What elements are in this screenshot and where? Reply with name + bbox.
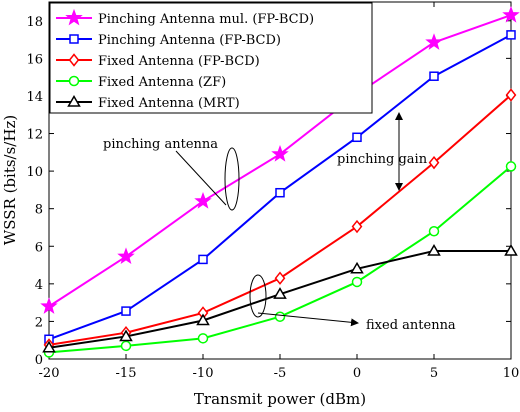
legend: Pinching Antenna mul. (FP-BCD) Pinching A… bbox=[49, 2, 373, 114]
legend-marker bbox=[67, 95, 81, 107]
x-tick-label: -10 bbox=[193, 366, 214, 381]
fixed-antenna-ellipse bbox=[249, 274, 267, 318]
y-tick-label: 10 bbox=[26, 165, 43, 180]
legend-marker bbox=[68, 75, 80, 87]
data-point bbox=[198, 254, 208, 265]
data-point bbox=[273, 287, 287, 299]
data-point bbox=[505, 88, 517, 102]
legend-marker bbox=[69, 34, 79, 44]
pinching-antenna-arrow bbox=[175, 150, 227, 206]
y-tick-label: 0 bbox=[35, 353, 43, 368]
y-tick-label: 2 bbox=[35, 315, 43, 330]
data-point bbox=[504, 243, 518, 256]
data-point bbox=[40, 297, 58, 314]
data-point bbox=[351, 219, 363, 234]
series-3 bbox=[43, 161, 517, 358]
legend-box bbox=[49, 2, 373, 114]
y-tick-label: 16 bbox=[26, 52, 43, 67]
x-tick-label: 0 bbox=[353, 366, 361, 381]
legend-entry: Fixed Antenna (FP-BCD) bbox=[56, 53, 260, 69]
y-tick-label: 6 bbox=[35, 240, 43, 255]
data-point bbox=[428, 155, 440, 170]
legend-entry: Pinching Antenna mul. (FP-BCD) bbox=[56, 8, 314, 27]
data-point bbox=[351, 276, 363, 288]
data-point bbox=[429, 71, 439, 81]
fixed-antenna-arrow bbox=[257, 312, 359, 327]
legend-entry: Pinching Antenna (FP-BCD) bbox=[56, 33, 281, 48]
data-point bbox=[117, 247, 135, 265]
x-axis-title: Transmit power (dBm) bbox=[194, 390, 366, 408]
data-point bbox=[427, 243, 441, 256]
data-point bbox=[121, 306, 131, 316]
legend-entry: Fixed Antenna (ZF) bbox=[56, 75, 226, 90]
legend-marker bbox=[65, 8, 83, 26]
data-point bbox=[271, 145, 289, 162]
axis-ticks: -20 -15 -10 -5 0 5 10 0 2 4 6 8 10 12 14 16 18 bbox=[26, 2, 519, 381]
y-tick-label: 14 bbox=[26, 90, 43, 105]
data-point bbox=[119, 329, 133, 342]
annotations: pinching antenna pinching gain fixed ant… bbox=[103, 112, 456, 333]
data-point bbox=[428, 225, 440, 237]
x-tick-label: -5 bbox=[274, 366, 287, 381]
annotation-pinching-gain: pinching gain bbox=[337, 152, 428, 167]
data-point bbox=[197, 333, 209, 344]
y-axis-title: WSSR (bits/s/Hz) bbox=[1, 115, 19, 245]
legend-entry: Fixed Antenna (MRT) bbox=[56, 95, 240, 111]
pinching-antenna-ellipse bbox=[224, 147, 240, 211]
legend-label: Fixed Antenna (MRT) bbox=[98, 96, 240, 111]
y-tick-label: 8 bbox=[35, 203, 43, 218]
data-point bbox=[505, 161, 517, 172]
data-point bbox=[120, 340, 132, 352]
data-point bbox=[194, 191, 212, 209]
x-tick-label: 5 bbox=[430, 366, 438, 381]
data-point bbox=[42, 340, 56, 353]
data-point bbox=[350, 261, 364, 274]
x-tick-label: 10 bbox=[503, 366, 520, 381]
y-tick-label: 12 bbox=[26, 128, 43, 143]
annotation-fixed-antenna: fixed antenna bbox=[366, 318, 456, 333]
legend-label: Pinching Antenna (FP-BCD) bbox=[98, 33, 281, 48]
x-tick-label: -20 bbox=[39, 366, 60, 381]
data-point bbox=[274, 271, 286, 285]
legend-label: Fixed Antenna (ZF) bbox=[98, 75, 226, 90]
data-point bbox=[274, 311, 286, 322]
y-tick-label: 4 bbox=[35, 278, 43, 293]
data-point bbox=[506, 30, 516, 40]
series-4 bbox=[42, 243, 518, 353]
y-tick-label: 18 bbox=[26, 15, 43, 30]
data-point bbox=[275, 187, 285, 198]
data-point bbox=[352, 132, 362, 143]
x-tick-label: -15 bbox=[116, 366, 137, 381]
series-layer bbox=[40, 5, 520, 358]
data-point bbox=[502, 5, 520, 23]
legend-marker bbox=[68, 53, 80, 67]
legend-label: Pinching Antenna mul. (FP-BCD) bbox=[98, 12, 314, 27]
data-point bbox=[196, 313, 210, 326]
annotation-pinching-antenna: pinching antenna bbox=[103, 137, 218, 152]
legend-label: Fixed Antenna (FP-BCD) bbox=[98, 54, 260, 69]
data-point bbox=[425, 33, 443, 50]
